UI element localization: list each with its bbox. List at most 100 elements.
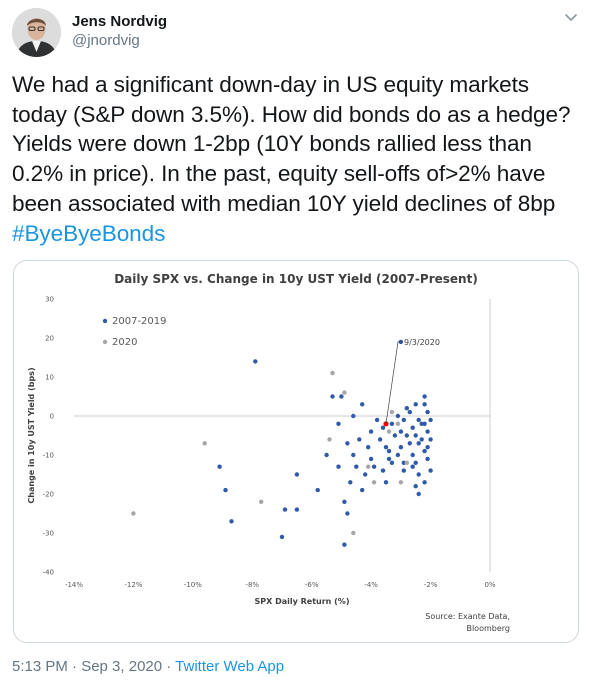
data-point — [294, 472, 300, 477]
tweet-footer: 5:13 PM · Sep 3, 2020 · Twitter Web App — [12, 658, 284, 675]
data-point — [425, 456, 430, 462]
data-point — [425, 409, 430, 415]
source-line: Bloomberg — [466, 624, 510, 633]
profile-photo-icon — [12, 8, 61, 57]
media-card[interactable]: Daily SPX vs. Change in 10y UST Yield (2… — [13, 260, 579, 643]
author-name[interactable]: Jens Nordvig — [72, 13, 168, 30]
data-point — [416, 441, 421, 446]
y-tick-label: 30 — [45, 296, 54, 304]
x-tick-label: -10% — [184, 581, 202, 589]
data-point — [398, 429, 404, 434]
chevron-down-icon[interactable] — [563, 12, 579, 24]
tweet-text: We had a significant down-day in US equi… — [12, 70, 584, 248]
data-point — [416, 472, 421, 477]
avatar[interactable] — [12, 8, 61, 57]
data-point — [428, 468, 433, 473]
data-point — [342, 499, 347, 504]
data-point — [202, 441, 207, 446]
data-point — [386, 429, 392, 434]
source-app-link[interactable]: Twitter Web App — [175, 658, 285, 675]
data-point — [428, 437, 433, 442]
data-point — [371, 480, 377, 485]
data-point — [360, 487, 365, 493]
data-point — [428, 417, 433, 423]
data-point — [279, 534, 285, 540]
hashtag-link[interactable]: #ByeByeBonds — [12, 220, 166, 246]
data-point — [422, 402, 427, 407]
data-point — [223, 487, 228, 493]
data-point — [368, 456, 374, 462]
chart-source: Source: Exante Data, Bloomberg — [425, 612, 510, 633]
data-point — [419, 437, 424, 442]
data-point — [380, 468, 386, 473]
data-point — [366, 445, 371, 450]
annotation-label: 9/3/2020 — [404, 338, 440, 347]
data-points — [131, 339, 433, 547]
x-tick-label: 0% — [484, 581, 495, 589]
zero-axis — [74, 299, 491, 572]
data-point — [339, 394, 344, 399]
data-point — [327, 437, 332, 442]
x-tick-label: -14% — [65, 581, 83, 589]
timestamp[interactable]: 5:13 PM · Sep 3, 2020 — [12, 658, 163, 675]
x-tick-label: -12% — [124, 581, 142, 589]
data-point — [425, 445, 430, 450]
data-point — [416, 491, 421, 497]
data-point — [351, 530, 356, 536]
tweet-text-line: We had a significant down-day in US equi… — [12, 72, 530, 97]
y-axis-label: Change in 10y UST Yield (bps) — [27, 367, 36, 503]
x-tick-label: -6% — [305, 581, 319, 589]
data-point — [380, 425, 386, 430]
data-point — [354, 464, 359, 469]
data-point — [407, 441, 412, 446]
data-point — [386, 448, 392, 454]
author-handle[interactable]: @jnordvig — [72, 32, 140, 49]
data-point — [389, 421, 395, 426]
data-point — [419, 421, 424, 426]
data-point — [357, 437, 362, 442]
data-point — [425, 429, 430, 434]
data-point — [345, 511, 350, 516]
data-point — [342, 390, 347, 395]
x-axis-ticks: -14% -12% -10% -8% -6% -4% -2% 0% — [65, 581, 496, 589]
y-tick-label: -10 — [43, 452, 54, 460]
tweet-text-line: today (S&P down 3.5%). How did bonds do … — [12, 101, 571, 127]
data-point — [345, 441, 350, 446]
data-point — [253, 359, 258, 364]
tweet-text-line: 0.2% in price). In the past, equity sell… — [12, 161, 546, 187]
y-tick-label: -40 — [43, 569, 54, 577]
data-point — [217, 464, 222, 469]
data-point — [294, 507, 300, 512]
data-point — [282, 507, 288, 512]
data-point — [416, 417, 421, 423]
data-point — [389, 460, 395, 465]
data-point — [401, 417, 406, 423]
y-tick-label: 0 — [50, 413, 54, 421]
data-point — [131, 511, 136, 516]
data-point — [413, 460, 418, 465]
data-point — [336, 464, 341, 469]
data-point — [410, 464, 415, 469]
data-point — [401, 468, 406, 473]
data-point — [342, 542, 347, 547]
data-point — [392, 433, 398, 438]
data-point — [398, 480, 404, 485]
data-point — [368, 429, 374, 434]
tweet-text-line: Yields were down 1-2bp (10Y bonds rallie… — [12, 131, 532, 157]
data-point — [383, 480, 389, 485]
data-point — [324, 452, 329, 458]
data-point — [351, 413, 356, 419]
x-tick-label: -8% — [245, 581, 259, 589]
chart-legend: 2007-2019 2020 — [102, 316, 167, 348]
data-point — [404, 460, 409, 465]
data-point — [259, 499, 264, 504]
y-axis-ticks: 30 20 10 0 -10 -20 -30 -40 — [43, 296, 54, 577]
data-point — [330, 370, 335, 376]
data-point — [371, 464, 377, 469]
data-point — [386, 456, 392, 462]
x-tick-label: -4% — [364, 581, 378, 589]
data-point — [395, 421, 401, 426]
data-point — [422, 448, 427, 454]
x-tick-label: -2% — [424, 581, 438, 589]
chart-annotation: 9/3/2020 — [385, 338, 440, 424]
